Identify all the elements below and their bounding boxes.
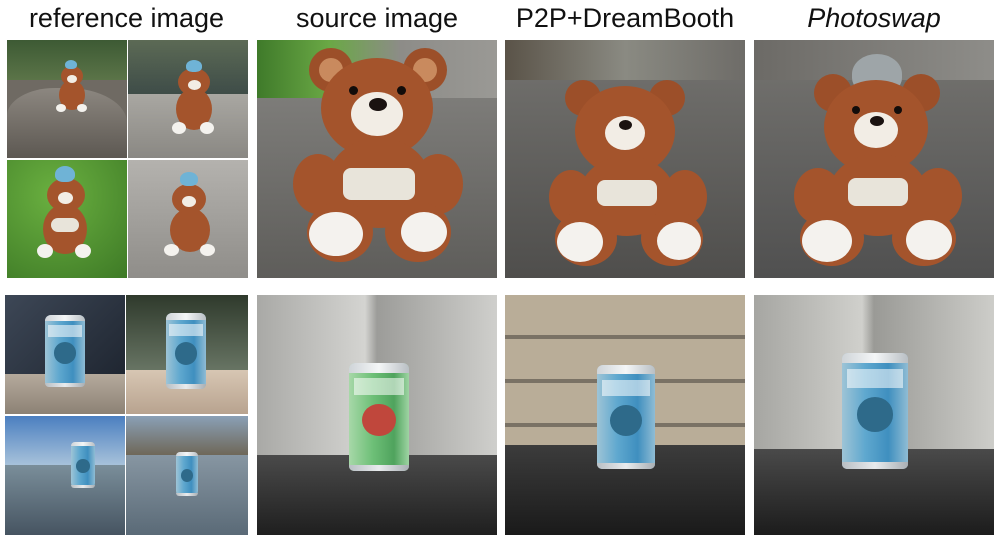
bear-p2p-dreambooth-result [505, 40, 745, 278]
p2p-dreambooth-header: P2P+DreamBooth [515, 3, 735, 33]
can-reference-photo-stone-sunny [126, 295, 248, 414]
bear-reference-photo-road [128, 160, 248, 278]
bear-reference-photo-water [128, 40, 248, 158]
bear-reference-grid [7, 40, 248, 278]
bear-reference-photo-rock [7, 40, 127, 158]
can-reference-grid [5, 295, 248, 535]
source-image-header: source image [295, 3, 459, 33]
can-photoswap-result [754, 295, 994, 535]
can-reference-photo-stone-dark [5, 295, 125, 414]
reference-image-header: reference image [28, 3, 225, 33]
bear-reference-photo-grass [7, 160, 127, 278]
can-p2p-dreambooth-result [505, 295, 745, 535]
can-source-photo [257, 295, 497, 535]
bear-photoswap-result [754, 40, 994, 278]
photoswap-header: Photoswap [807, 3, 941, 33]
can-reference-photo-ice-trees [126, 416, 248, 535]
can-reference-photo-ice-houses [5, 416, 125, 535]
bear-source-photo [257, 40, 497, 278]
